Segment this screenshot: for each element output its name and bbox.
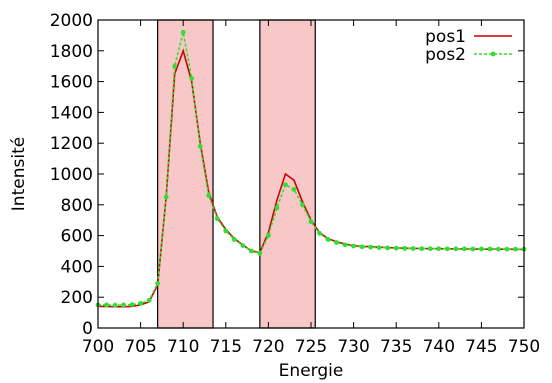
data-point-pos2 — [206, 193, 212, 198]
data-point-pos2 — [436, 246, 442, 252]
data-point-pos2 — [359, 244, 365, 250]
data-point-pos2 — [197, 143, 203, 149]
x-tick-label: 705 — [124, 337, 156, 357]
data-point-pos2 — [351, 243, 356, 249]
highlight-region-2 — [259, 19, 316, 329]
data-point-pos2 — [513, 246, 518, 252]
x-tick-label: 725 — [295, 337, 327, 357]
data-point-pos2 — [223, 228, 229, 234]
y-tick-label: 400 — [61, 257, 93, 277]
data-point-pos2 — [470, 246, 476, 252]
data-point-pos2 — [274, 205, 280, 211]
data-point-pos2 — [257, 250, 263, 256]
data-point-pos2 — [155, 280, 161, 286]
data-point-pos2 — [385, 245, 391, 251]
data-point-pos2 — [112, 302, 118, 308]
y-tick-label: 1400 — [50, 103, 93, 123]
x-tick-label: 730 — [337, 337, 369, 357]
data-point-pos2 — [231, 237, 237, 242]
data-point-pos2 — [368, 244, 374, 250]
data-point-pos2 — [504, 246, 510, 252]
x-tick-label: 700 — [82, 337, 114, 357]
data-point-pos2 — [138, 300, 144, 306]
y-tick-label: 0 — [82, 319, 93, 339]
data-point-pos2 — [180, 29, 186, 35]
data-point-pos2 — [317, 230, 322, 236]
x-axis-ticks: 700 705 710 715 720 725 730 735 740 745 750 — [82, 20, 540, 357]
data-point-pos2 — [283, 182, 288, 188]
data-point-pos2 — [402, 245, 408, 251]
x-tick-label: 715 — [210, 337, 242, 357]
data-point-pos2 — [342, 242, 348, 248]
data-point-pos2 — [376, 245, 382, 251]
data-point-pos2 — [214, 216, 220, 222]
data-point-pos2 — [308, 219, 314, 225]
x-tick-label: 745 — [465, 337, 497, 357]
y-tick-label: 1600 — [50, 73, 93, 93]
data-point-pos2 — [479, 246, 484, 252]
y-tick-label: 600 — [61, 227, 93, 247]
series-line-pos2 — [98, 32, 524, 307]
data-point-pos2 — [453, 246, 459, 252]
data-point-pos2 — [146, 297, 152, 303]
data-point-pos2 — [172, 63, 178, 69]
data-point-pos2 — [300, 202, 305, 208]
data-point-pos2 — [487, 246, 493, 252]
x-tick-label: 750 — [508, 337, 540, 357]
x-tick-label: 735 — [380, 337, 412, 357]
y-tick-label: 200 — [61, 288, 93, 308]
data-point-pos2 — [129, 302, 135, 307]
data-point-pos2 — [248, 248, 254, 254]
y-axis-ticks: 0 200 400 600 800 1000 1200 1400 1600 1800 2000 — [50, 11, 524, 339]
data-point-pos2 — [461, 246, 467, 252]
data-point-pos2 — [240, 243, 246, 249]
data-point-pos2 — [410, 246, 416, 251]
x-tick-label: 720 — [252, 337, 284, 357]
highlight-regions — [157, 19, 316, 329]
data-point-pos2 — [291, 187, 297, 192]
legend-label-pos1: pos1 — [425, 27, 466, 47]
data-point-pos2 — [496, 246, 501, 252]
data-point-pos2 — [393, 245, 399, 251]
data-point-pos2 — [419, 246, 425, 252]
series-points — [95, 29, 527, 308]
data-point-pos2 — [325, 237, 331, 242]
data-point-pos2 — [189, 76, 195, 81]
y-tick-label: 1200 — [50, 134, 93, 154]
data-point-pos2 — [163, 194, 169, 200]
x-tick-label: 710 — [167, 337, 199, 357]
y-tick-label: 1800 — [50, 42, 93, 62]
x-tick-label: 740 — [423, 337, 455, 357]
y-axis-label: Intensité — [9, 137, 29, 211]
data-point-pos2 — [334, 240, 339, 245]
y-tick-label: 2000 — [50, 11, 93, 31]
data-point-pos2 — [104, 302, 109, 308]
legend-label-pos2: pos2 — [425, 45, 466, 65]
data-point-pos2 — [444, 246, 450, 252]
data-point-pos2 — [266, 233, 271, 239]
legend-marker-pos2 — [490, 51, 496, 57]
x-axis-label: Energie — [279, 361, 344, 381]
y-tick-label: 800 — [61, 196, 93, 216]
data-point-pos2 — [121, 302, 126, 308]
data-point-pos2 — [427, 246, 433, 252]
y-tick-label: 1000 — [50, 165, 93, 185]
